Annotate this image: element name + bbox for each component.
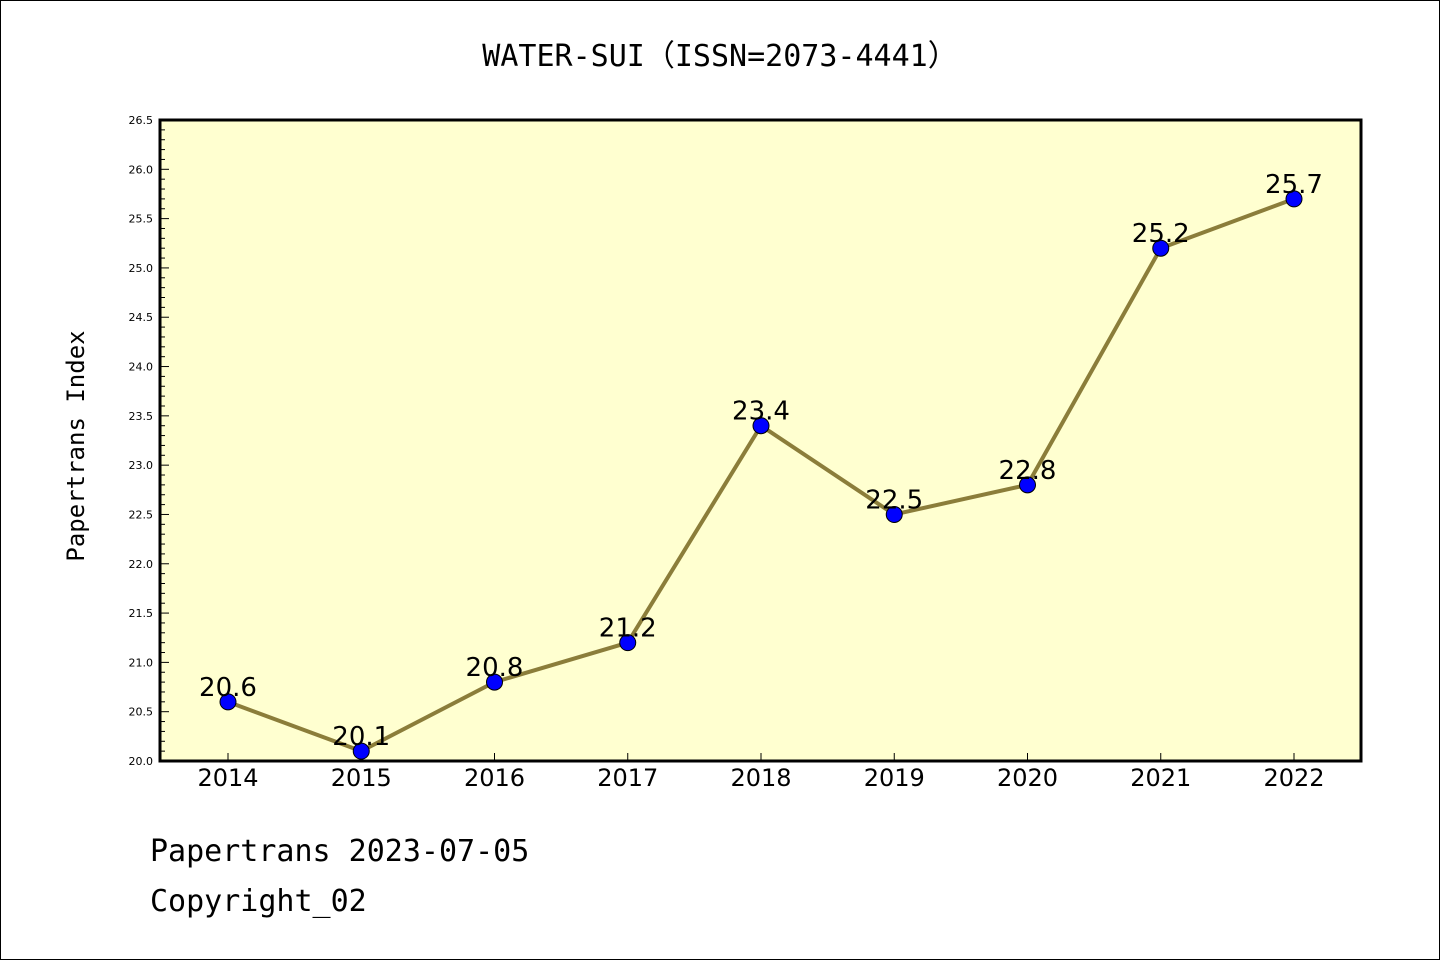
data-label: 22.8 <box>999 456 1057 486</box>
x-axis: 2014 2015 2016 2017 2018 2019 2020 2021 2022 <box>197 753 1325 792</box>
data-point <box>1285 190 1303 208</box>
footer-copyright: Copyright_02 <box>150 884 367 919</box>
data-point <box>619 634 637 652</box>
x-tick-label: 2014 <box>197 764 258 792</box>
plot-area <box>160 120 1361 761</box>
y-tick-label: 20.5 <box>129 706 154 719</box>
data-label: 25.2 <box>1132 219 1190 249</box>
x-tick-label: 2021 <box>1130 764 1191 792</box>
y-tick-label: 21.0 <box>129 656 154 669</box>
data-point <box>219 693 237 711</box>
data-point <box>1019 476 1036 494</box>
plot-border <box>158 118 1363 763</box>
x-tick-label: 2017 <box>597 764 658 792</box>
y-tick-label: 24.0 <box>129 361 154 374</box>
y-tick-label: 25.0 <box>129 262 154 275</box>
y-tick-label: 26.0 <box>129 163 154 176</box>
data-label: 20.8 <box>466 653 524 683</box>
data-point <box>885 505 903 523</box>
x-tick-label: 2018 <box>730 764 791 792</box>
y-tick-label: 20.0 <box>129 755 154 768</box>
data-point <box>1152 239 1170 257</box>
chart-title: WATER-SUI（ISSN=2073-4441） <box>482 39 957 74</box>
x-tick-label: 2020 <box>997 764 1058 792</box>
data-label: 21.2 <box>599 614 657 644</box>
data-points <box>219 190 1303 760</box>
data-label: 25.7 <box>1265 170 1323 200</box>
footer-date: Papertrans 2023-07-05 <box>150 834 530 869</box>
y-tick-label: 23.0 <box>129 459 154 472</box>
y-tick-label: 22.5 <box>129 508 154 521</box>
y-tick-label: 26.5 <box>129 114 154 127</box>
x-tick-label: 2019 <box>864 764 925 792</box>
y-tick-label: 24.5 <box>129 311 154 324</box>
y-tick-label: 21.5 <box>129 607 154 620</box>
data-label: 20.1 <box>332 722 390 752</box>
data-point <box>486 673 503 691</box>
data-label: 22.5 <box>865 485 923 515</box>
x-tick-label: 2016 <box>464 764 525 792</box>
x-tick-label: 2022 <box>1263 764 1324 792</box>
y-axis-label: Papertrans Index <box>62 330 90 561</box>
data-point <box>352 742 370 760</box>
data-label: 23.4 <box>732 397 790 427</box>
y-tick-label: 23.5 <box>129 410 154 423</box>
data-label: 20.6 <box>199 673 257 703</box>
data-labels: 20.6 20.1 20.8 21.2 23.4 22.5 22.8 25.2 25.7 <box>199 170 1323 752</box>
data-point <box>752 417 770 435</box>
y-axis: 20.0 20.5 21.0 21.5 22.0 22.5 23.0 23.5 24.0 24.5… <box>129 114 169 768</box>
x-tick-label: 2015 <box>331 764 392 792</box>
y-tick-label: 25.5 <box>129 213 154 226</box>
y-tick-label: 22.0 <box>129 558 154 571</box>
